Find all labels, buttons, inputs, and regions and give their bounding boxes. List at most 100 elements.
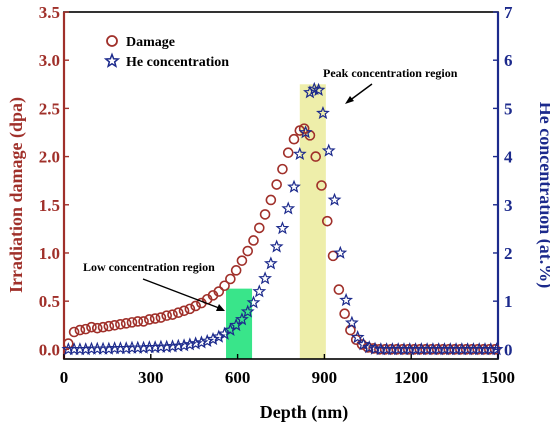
he-concentration-point (303, 85, 317, 99)
damage-point (68, 326, 80, 338)
he-concentration-point (235, 312, 249, 326)
right-y-tick-label: 4 (504, 148, 513, 167)
damage-point (86, 321, 97, 333)
he-concentration-point (292, 146, 307, 161)
right-y-tick-label: 7 (504, 3, 513, 22)
right-y-axis-title: He concentration (at.%) (535, 102, 550, 288)
he-concentration-point (101, 341, 116, 355)
damage-point (120, 318, 132, 329)
left-y-tick-label: 2.5 (39, 99, 60, 118)
damage-point (132, 316, 144, 327)
he-concentration-point (119, 341, 134, 355)
damage-point (178, 305, 190, 317)
damage-point (190, 300, 201, 312)
he-concentration-point (316, 105, 330, 120)
damage-point (219, 280, 230, 292)
damage-point (161, 310, 173, 321)
damage-point (339, 308, 350, 319)
damage-point (138, 316, 149, 327)
x-tick-label: 900 (312, 368, 338, 387)
damage-point (321, 215, 333, 227)
he-concentration-point (142, 340, 157, 354)
right-y-tick-label: 6 (504, 51, 513, 70)
he-concentration-point (307, 81, 322, 95)
right-y-tick-label: 3 (504, 196, 513, 215)
he-concentration-point (339, 292, 354, 307)
he-concentration-point (113, 341, 128, 355)
damage-point (310, 151, 322, 162)
left-y-tick-label: 2.0 (39, 148, 60, 167)
left-y-tick-label: 1.5 (39, 196, 60, 215)
legend-he-marker (103, 52, 121, 68)
he-concentration-point (73, 342, 87, 356)
he-concentration-point (489, 342, 504, 356)
peak-region-arrow (345, 83, 373, 104)
he-concentration-point (362, 340, 377, 354)
left-y-tick-label: 0.0 (39, 340, 60, 359)
x-tick-label: 1200 (394, 368, 428, 387)
damage-point (259, 209, 271, 220)
damage-point (316, 180, 327, 191)
damage-point (184, 303, 196, 315)
he-concentration-point (165, 339, 180, 353)
damage-point (126, 317, 138, 328)
he-concentration-point (67, 342, 82, 356)
damage-point (115, 318, 126, 330)
damage-point (155, 312, 167, 323)
data-marks (61, 81, 504, 356)
low-region-label: Low concentration region (83, 260, 215, 274)
damage-point (271, 179, 282, 190)
x-tick-label: 0 (60, 368, 69, 387)
damage-point (144, 314, 155, 325)
he-concentration-point (217, 326, 232, 340)
he-concentration-point (311, 82, 326, 96)
he-concentration-point (246, 295, 261, 309)
damage-point (91, 322, 103, 334)
left-y-tick-label: 0.5 (39, 292, 60, 311)
peak-concentration-region (299, 84, 326, 360)
left-y-tick-label: 3.5 (39, 3, 60, 22)
he-concentration-point (298, 125, 313, 139)
peak-region-label: Peak concentration region (323, 66, 458, 80)
he-concentration-point (159, 339, 174, 353)
right-y-tick-label: 0 (504, 340, 513, 359)
left-y-axis-title: Irradiation damage (dpa) (6, 97, 27, 293)
right-y-tick-label: 2 (504, 244, 513, 263)
he-concentration-point (194, 335, 209, 349)
damage-point (333, 284, 345, 295)
he-concentration-point (90, 341, 105, 355)
damage-point (225, 273, 236, 285)
damage-point (172, 307, 184, 319)
he-concentration-point (240, 304, 255, 318)
low-region-arrow (142, 278, 225, 311)
he-concentration-point (333, 245, 348, 259)
he-concentration-point (182, 337, 197, 351)
he-concentration-point (344, 315, 359, 329)
left-y-tick-label: 1.0 (39, 244, 60, 263)
damage-point (265, 194, 277, 206)
damage-point (277, 163, 288, 175)
axis-ticks: 0 300 600 900 1200 1500 0.0 0.5 1.0 1.5 2.0 2.5 3.0 3… (39, 3, 515, 387)
he-concentration-point (188, 336, 203, 350)
damage-point (298, 123, 310, 134)
he-concentration-point (96, 341, 110, 355)
he-concentration-point (125, 340, 139, 354)
x-tick-label: 1500 (481, 368, 515, 387)
damage-point (167, 309, 178, 320)
left-y-tick-label: 3.0 (39, 51, 60, 70)
he-concentration-point (321, 143, 336, 157)
he-concentration-point (154, 339, 168, 353)
damage-point (103, 320, 115, 332)
damage-point (74, 324, 86, 336)
he-concentration-point (356, 337, 371, 351)
he-concentration-point (281, 201, 296, 215)
legend-he-label: He concentration (126, 55, 229, 70)
he-concentration-point (130, 340, 145, 354)
damage-point (288, 133, 300, 145)
x-tick-label: 600 (225, 368, 251, 387)
legend-damage-label: Damage (126, 35, 175, 50)
damage-point (149, 313, 161, 324)
damage-point (242, 245, 254, 257)
damage-point (63, 338, 74, 349)
